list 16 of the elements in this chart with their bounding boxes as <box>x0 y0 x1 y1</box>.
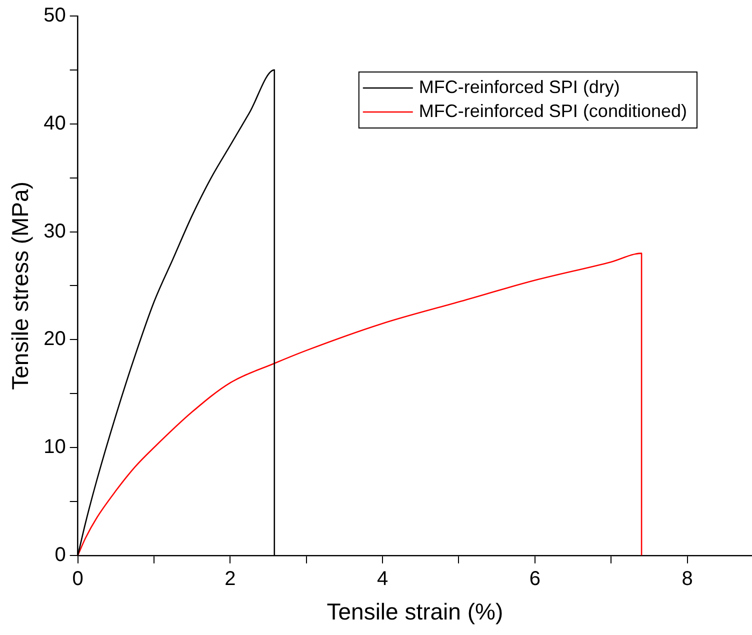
y-tick-label: 40 <box>44 112 66 134</box>
y-tick-label: 20 <box>44 328 66 350</box>
y-tick-label: 50 <box>44 4 66 27</box>
y-tick-label: 0 <box>54 544 66 566</box>
legend-label: MFC-reinforced SPI (conditioned) <box>418 100 688 121</box>
y-tick-label: 30 <box>44 220 66 242</box>
x-tick-label: 6 <box>529 568 540 590</box>
y-tick-label: 10 <box>44 436 66 458</box>
y-axis-title: Tensile stress (MPa) <box>7 182 34 390</box>
x-tick-label: 0 <box>72 568 84 590</box>
x-tick-label: 8 <box>682 568 693 590</box>
x-axis-title: Tensile strain (%) <box>326 598 504 625</box>
legend-label: MFC-reinforced SPI (dry) <box>418 76 620 97</box>
line-series <box>78 252 642 556</box>
x-tick-label: 2 <box>224 568 236 590</box>
x-tick-label: 4 <box>376 568 388 590</box>
